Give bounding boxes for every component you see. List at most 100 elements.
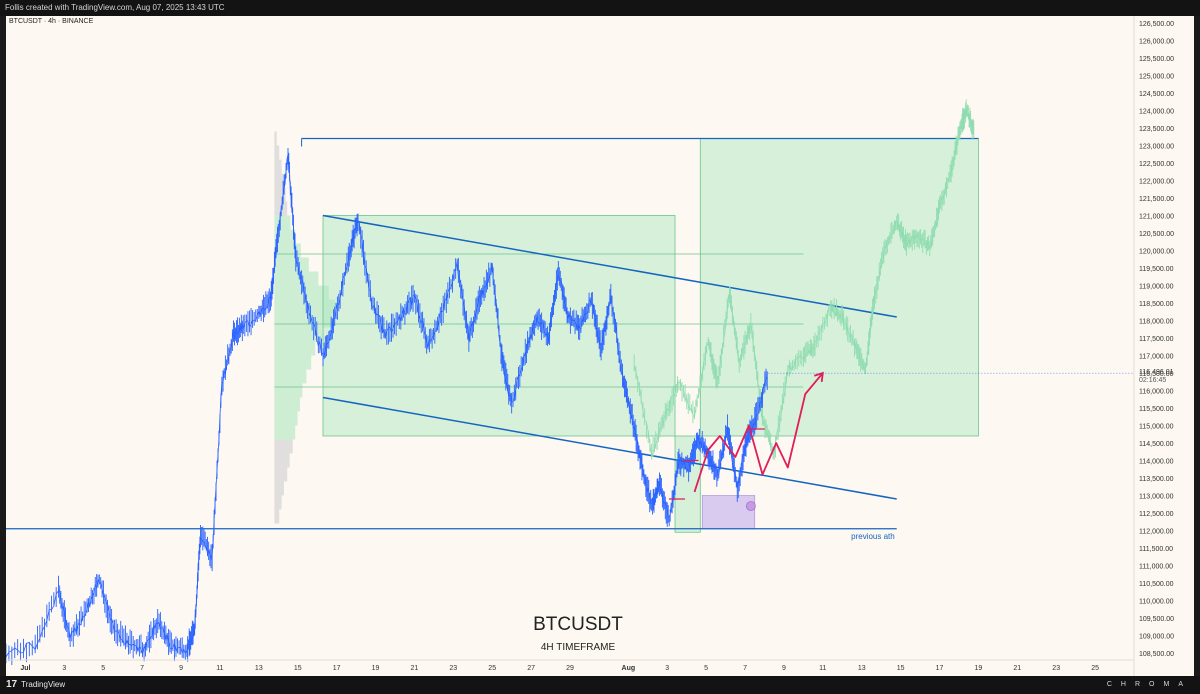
x-tick-label: 23 [449, 665, 457, 672]
volume-profile-bar [274, 131, 277, 146]
y-tick-label: 120,500.00 [1139, 231, 1174, 238]
purple-box [701, 495, 756, 530]
x-tick-label: 7 [743, 665, 747, 672]
y-tick-label: 113,500.00 [1139, 476, 1174, 483]
y-tick-label: 110,000.00 [1139, 599, 1174, 606]
volume-profile-bar [274, 299, 336, 314]
x-tick-label: 15 [294, 665, 302, 672]
volume-profile-bar [274, 369, 307, 384]
x-tick-label: 3 [62, 665, 66, 672]
y-tick-label: 116,000.00 [1139, 389, 1174, 396]
x-tick-label: 19 [372, 665, 380, 672]
symbol-label: BTCUSDT · 4h · BINANCE [9, 18, 94, 25]
volume-profile-bar [274, 159, 282, 174]
y-tick-label: 122,000.00 [1139, 179, 1174, 186]
y-tick-label: 123,500.00 [1139, 126, 1174, 133]
projection-series [633, 99, 975, 460]
y-tick-label: 117,500.00 [1139, 336, 1174, 343]
y-tick-label: 121,500.00 [1139, 196, 1174, 203]
y-tick-label: 119,500.00 [1139, 266, 1174, 273]
y-tick-label: 112,500.00 [1139, 511, 1174, 518]
volume-profile-bar [274, 425, 296, 440]
x-tick-label: 13 [255, 665, 263, 672]
y-tick-label: 119,000.00 [1139, 284, 1174, 291]
current-price-label: 116,496.01 [1139, 369, 1174, 376]
volume-profile-bar [274, 467, 288, 482]
x-tick-label: 11 [216, 665, 223, 672]
x-tick-label: 21 [411, 665, 419, 672]
x-tick-label: 5 [101, 665, 105, 672]
tradingview-brand: TradingView [21, 680, 66, 689]
y-tick-label: 117,000.00 [1139, 354, 1174, 361]
y-tick-label: 109,500.00 [1139, 616, 1174, 623]
y-tick-label: 108,500.00 [1139, 651, 1174, 658]
y-tick-label: 125,000.00 [1139, 74, 1174, 81]
x-tick-label: Aug [622, 665, 636, 672]
x-tick-label: 25 [1091, 665, 1099, 672]
y-axis: 108,500.00 109,000.00 109,500.00 110,000.00… [1139, 21, 1174, 658]
price-series-line [6, 154, 768, 658]
volume-profile-bar [274, 173, 284, 188]
attribution-bar: Follis created with TradingView.com, Aug… [0, 0, 1200, 16]
y-tick-label: 109,000.00 [1139, 634, 1174, 641]
x-tick-label: 3 [665, 665, 669, 672]
x-tick-label: 27 [527, 665, 535, 672]
x-tick-label: 11 [819, 665, 826, 672]
x-tick-label: 7 [140, 665, 144, 672]
volume-profile-bar [274, 411, 298, 426]
y-tick-label: 115,500.00 [1139, 406, 1174, 413]
y-tick-label: 120,000.00 [1139, 249, 1174, 256]
x-axis: Jul 3 5 7 9 11 13 15 17 19 21 23 25 27 29 Aug 3 5 7 9 11 13 15… [20, 665, 1099, 672]
x-tick-label: 5 [704, 665, 708, 672]
projection-arrow [693, 372, 824, 493]
chart-subtitle: 4H TIMEFRAME [541, 642, 616, 653]
y-tick-label: 114,000.00 [1139, 459, 1174, 466]
channel-upper-line [322, 214, 897, 318]
y-tick-label: 113,000.00 [1139, 494, 1174, 501]
volume-profile-bar [274, 439, 293, 454]
attribution-caption: Follis created with TradingView.com, Aug… [5, 3, 225, 12]
x-tick-label: Jul [20, 665, 30, 672]
purple-dot [745, 501, 756, 511]
volume-profile-bar [274, 397, 300, 412]
previous-ath-label: previous ath [851, 532, 895, 541]
volume-profile-bar [274, 383, 303, 398]
x-tick-label: 15 [897, 665, 905, 672]
chroma-logo: CHROMA [1106, 681, 1192, 688]
x-tick-label: 17 [333, 665, 341, 672]
y-tick-label: 118,000.00 [1139, 319, 1174, 326]
volume-profile-bar [274, 215, 291, 230]
y-tick-label: 110,500.00 [1139, 581, 1174, 588]
x-tick-label: 17 [936, 665, 944, 672]
chart-frame[interactable]: BTCUSDT · 4h · BINANCE previous ath BTCUS… [6, 16, 1194, 676]
volume-profile-bar [274, 271, 319, 286]
x-tick-label: 9 [782, 665, 786, 672]
x-tick-label: 19 [975, 665, 983, 672]
y-tick-label: 112,000.00 [1139, 529, 1174, 536]
volume-profile [274, 131, 336, 524]
volume-profile-bar [274, 495, 282, 510]
y-tick-label: 126,500.00 [1139, 21, 1174, 28]
volume-profile-bar [274, 187, 286, 202]
price-chart[interactable]: previous ath BTCUSDT 4H TIMEFRAME 108,500.0… [6, 16, 1194, 676]
countdown-label: 02:16:45 [1139, 377, 1166, 384]
volume-profile-bar [274, 257, 309, 272]
x-tick-label: 25 [488, 665, 496, 672]
tradingview-mark-icon: 17 [6, 679, 18, 690]
y-tick-label: 111,500.00 [1139, 546, 1173, 553]
channel-lower-line [322, 396, 897, 500]
x-tick-label: 23 [1052, 665, 1060, 672]
footer-bar: 17 TradingView CHROMA [0, 676, 1200, 694]
y-tick-label: 118,500.00 [1139, 301, 1174, 308]
volume-profile-bar [274, 327, 323, 342]
volume-profile-bar [274, 341, 316, 356]
y-tick-label: 125,500.00 [1139, 56, 1174, 63]
tradingview-logo[interactable]: 17 TradingView [6, 676, 65, 694]
volume-profile-bar [274, 509, 280, 524]
price-series [6, 148, 768, 666]
x-tick-label: 13 [858, 665, 866, 672]
y-tick-label: 122,500.00 [1139, 161, 1174, 168]
volume-profile-bar [274, 453, 290, 468]
y-tick-label: 124,500.00 [1139, 91, 1174, 98]
volume-profile-bar [274, 145, 280, 160]
